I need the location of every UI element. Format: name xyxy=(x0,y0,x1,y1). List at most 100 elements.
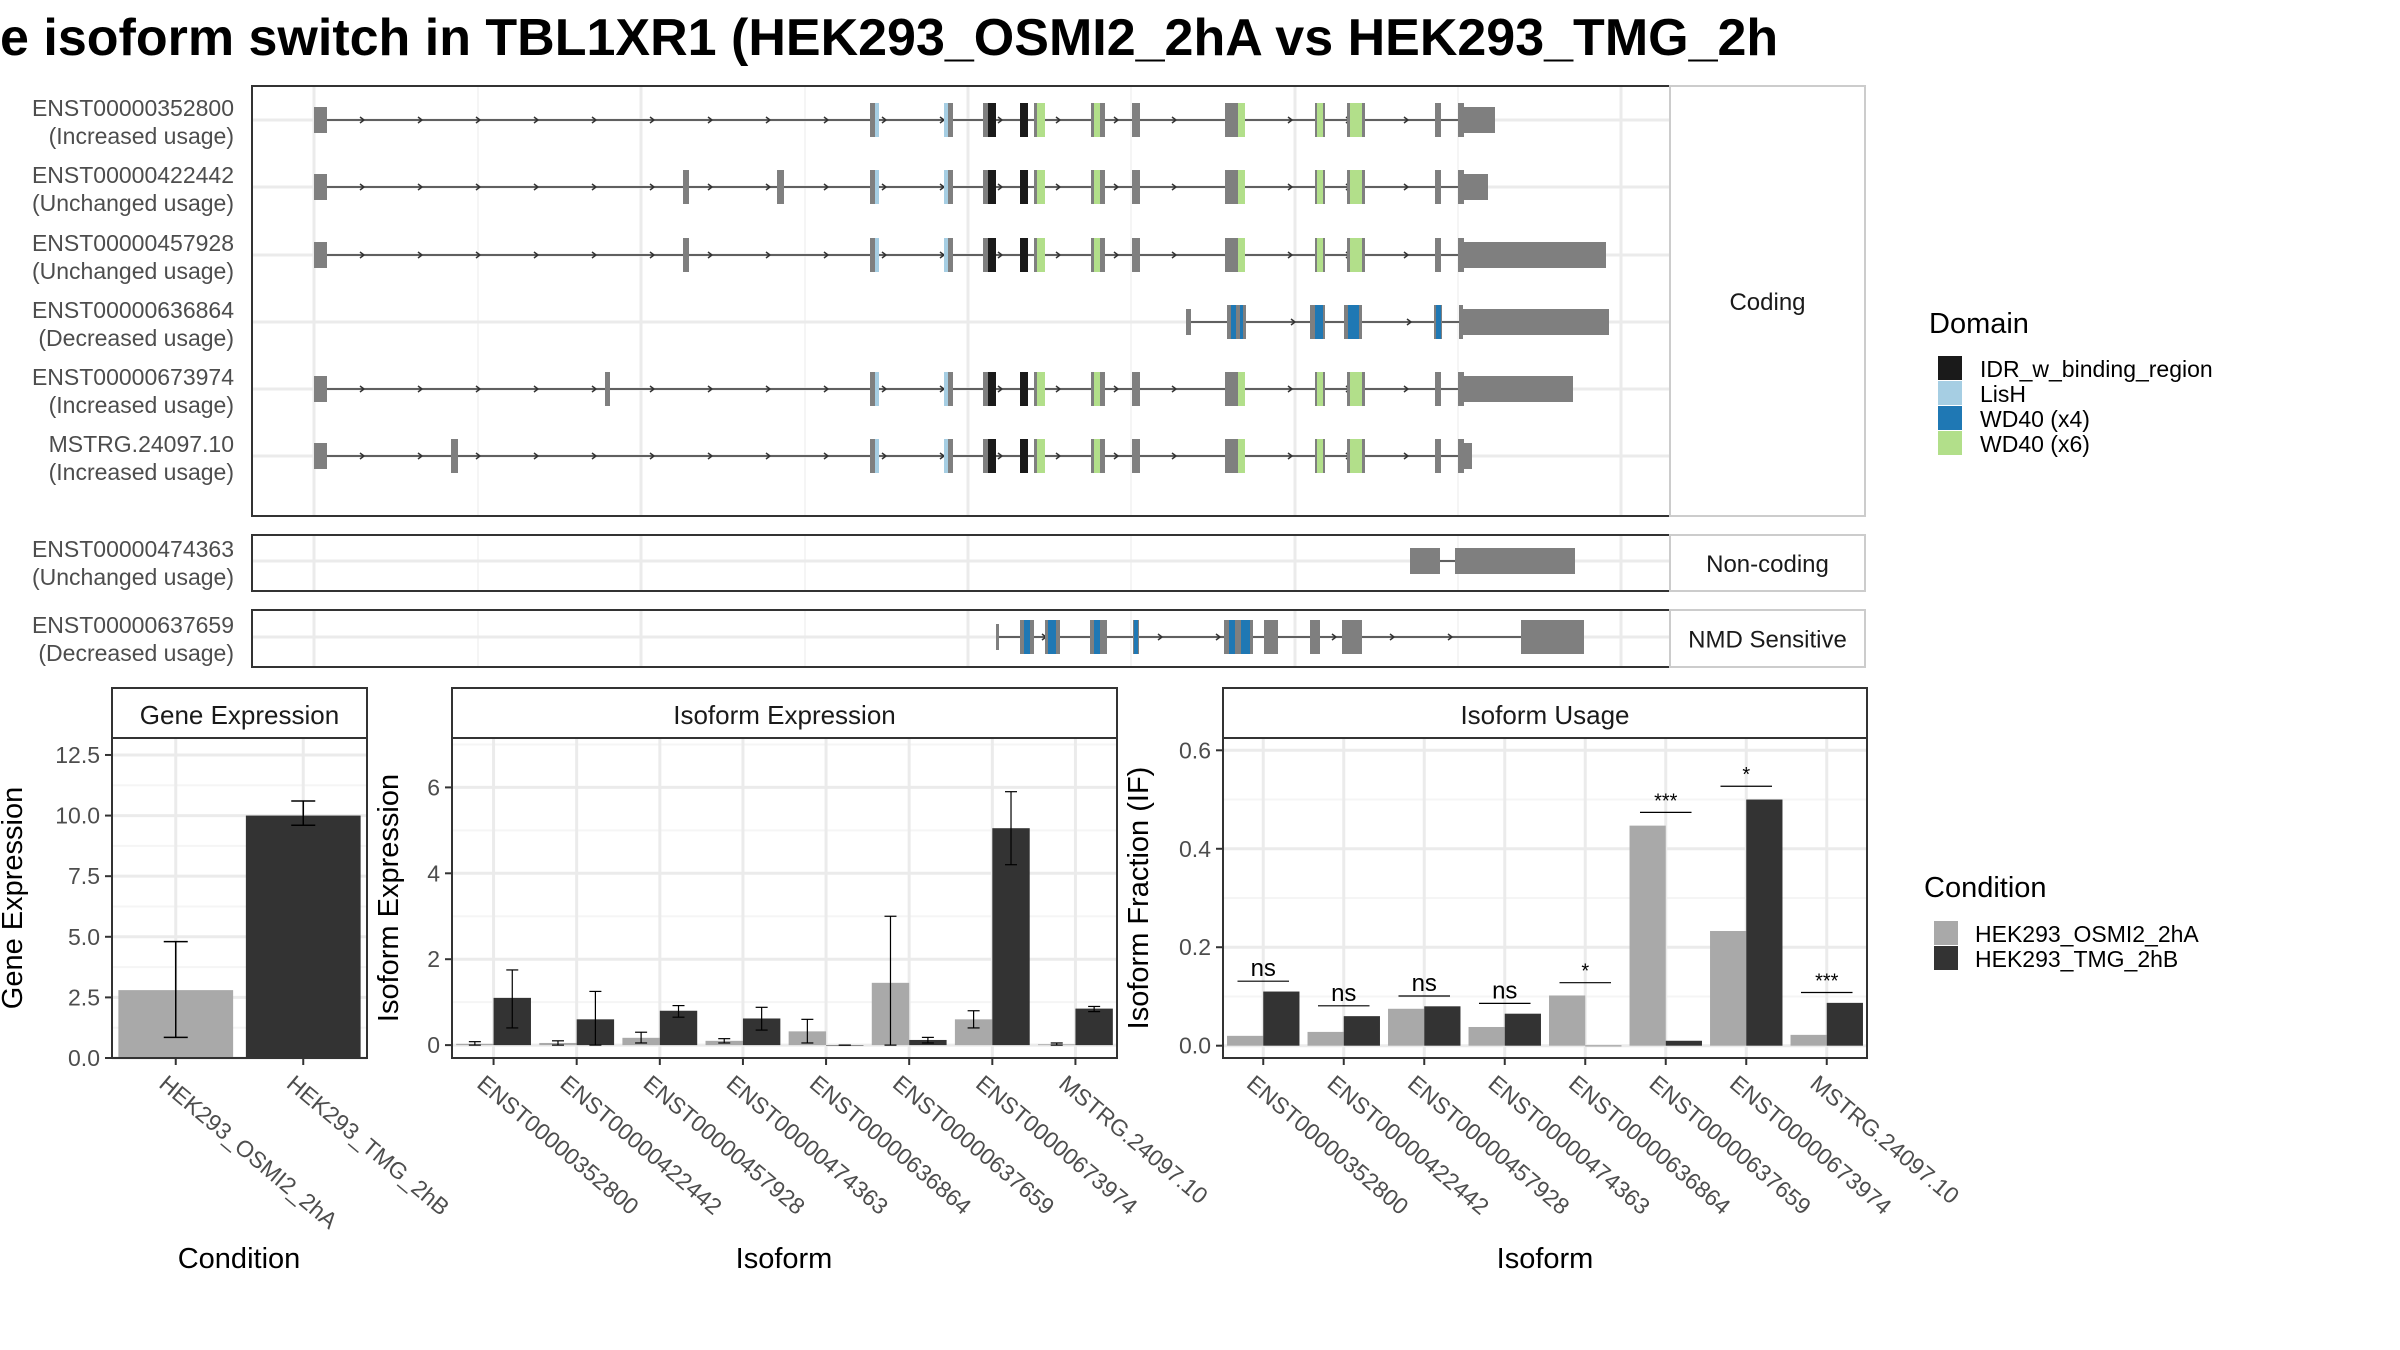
domain-exon xyxy=(875,170,879,204)
structure-facet: Non-coding xyxy=(251,534,1866,592)
isoform-id-label: ENST00000673974 xyxy=(32,364,234,390)
significance-label: ns xyxy=(1251,955,1276,982)
coding-exon xyxy=(1227,305,1246,339)
domain-exon xyxy=(988,439,996,473)
coding-exon xyxy=(683,238,689,272)
domain-exon xyxy=(875,103,879,137)
direction-arrow xyxy=(475,385,482,393)
domain-exon xyxy=(1350,170,1362,204)
domain-exon xyxy=(1317,372,1323,406)
direction-arrow xyxy=(1113,251,1120,259)
domain-exon xyxy=(1348,305,1359,339)
direction-arrow xyxy=(649,116,656,124)
direction-arrow xyxy=(649,385,656,393)
domain-exon xyxy=(1238,238,1245,272)
direction-arrow xyxy=(823,251,830,259)
y-tick-label: 2 xyxy=(427,946,440,972)
y-tick-label: 0.6 xyxy=(1179,737,1211,763)
domain-exon xyxy=(1048,620,1056,654)
direction-arrow xyxy=(1055,452,1062,460)
domain-exon xyxy=(1037,103,1045,137)
domain-exon xyxy=(1094,439,1100,473)
bar xyxy=(1549,995,1586,1046)
direction-arrow xyxy=(1406,318,1413,326)
utr-exon xyxy=(1410,548,1440,574)
gene-structure-panel: Coding Non-coding NMD Sensitive ENST0000035… xyxy=(32,85,1866,668)
isoform-status-label: (Decreased usage) xyxy=(38,640,234,666)
domain-exon xyxy=(1238,372,1245,406)
domain-exon xyxy=(875,372,879,406)
panel-strip-label: Isoform Usage xyxy=(1460,700,1629,730)
direction-arrow xyxy=(881,251,888,259)
isoform-id-label: ENST00000457928 xyxy=(32,230,234,256)
x-axis-title: Isoform xyxy=(736,1243,833,1275)
utr-exon xyxy=(1461,443,1472,469)
legend-swatch xyxy=(1934,946,1958,970)
bar xyxy=(1629,825,1666,1046)
direction-arrow xyxy=(1447,633,1454,641)
direction-arrow xyxy=(881,116,888,124)
legend-label: LisH xyxy=(1980,381,2026,407)
domain-exon xyxy=(1241,620,1250,654)
structure-facet: Coding xyxy=(251,85,1866,517)
direction-arrow xyxy=(1113,385,1120,393)
isoform-status-label: (Increased usage) xyxy=(49,459,234,485)
direction-arrow xyxy=(359,183,366,191)
coding-exon xyxy=(870,170,875,204)
direction-arrow xyxy=(1287,116,1294,124)
bar xyxy=(1424,1006,1461,1046)
utr-exon xyxy=(1463,309,1609,335)
facet-strip xyxy=(1669,609,1866,668)
direction-arrow xyxy=(1055,116,1062,124)
legend-label: HEK293_OSMI2_2hA xyxy=(1975,921,2199,947)
direction-arrow xyxy=(1171,183,1178,191)
direction-arrow xyxy=(765,251,772,259)
x-axis-title: Isoform xyxy=(1497,1243,1594,1275)
facet-strip-label: NMD Sensitive xyxy=(1688,627,1847,654)
direction-arrow xyxy=(417,452,424,460)
direction-arrow xyxy=(707,452,714,460)
utr-exon xyxy=(1542,548,1553,574)
domain-exon xyxy=(1020,238,1028,272)
domain-exon xyxy=(988,103,996,137)
coding-exon xyxy=(1521,620,1584,654)
bar xyxy=(1746,799,1783,1046)
bar xyxy=(1307,1031,1344,1046)
direction-arrow xyxy=(417,116,424,124)
y-tick-label: 7.5 xyxy=(68,863,100,889)
coding-exon xyxy=(870,372,875,406)
coding-exon xyxy=(1435,103,1441,137)
coding-exon xyxy=(1132,372,1140,406)
legend-swatch xyxy=(1938,406,1962,430)
panel-strip xyxy=(1222,687,1868,739)
legend-swatch xyxy=(1938,431,1962,455)
direction-arrow xyxy=(1171,452,1178,460)
bar xyxy=(1710,930,1747,1046)
domain-exon xyxy=(944,238,948,272)
domain-exon xyxy=(1350,238,1362,272)
utr-exon xyxy=(314,107,327,133)
utr-exon xyxy=(1461,107,1495,133)
direction-arrow xyxy=(475,251,482,259)
coding-exon xyxy=(870,103,875,137)
domain-exon xyxy=(1231,305,1236,339)
coding-exon xyxy=(451,439,458,473)
domain-exon xyxy=(1238,439,1245,473)
coding-exon xyxy=(1435,238,1441,272)
domain-exon xyxy=(1037,170,1045,204)
utr-exon xyxy=(314,376,327,402)
coding-exon xyxy=(1264,620,1278,654)
direction-arrow xyxy=(765,452,772,460)
domain-exon xyxy=(1229,620,1235,654)
direction-arrow xyxy=(1403,183,1410,191)
bar-chart-panel: Isoform Expression0246ENST00000352800ENS… xyxy=(373,687,1213,1275)
domain-exon xyxy=(988,238,996,272)
direction-arrow xyxy=(359,116,366,124)
panel-strip-label: Gene Expression xyxy=(140,700,339,730)
direction-arrow xyxy=(1055,251,1062,259)
